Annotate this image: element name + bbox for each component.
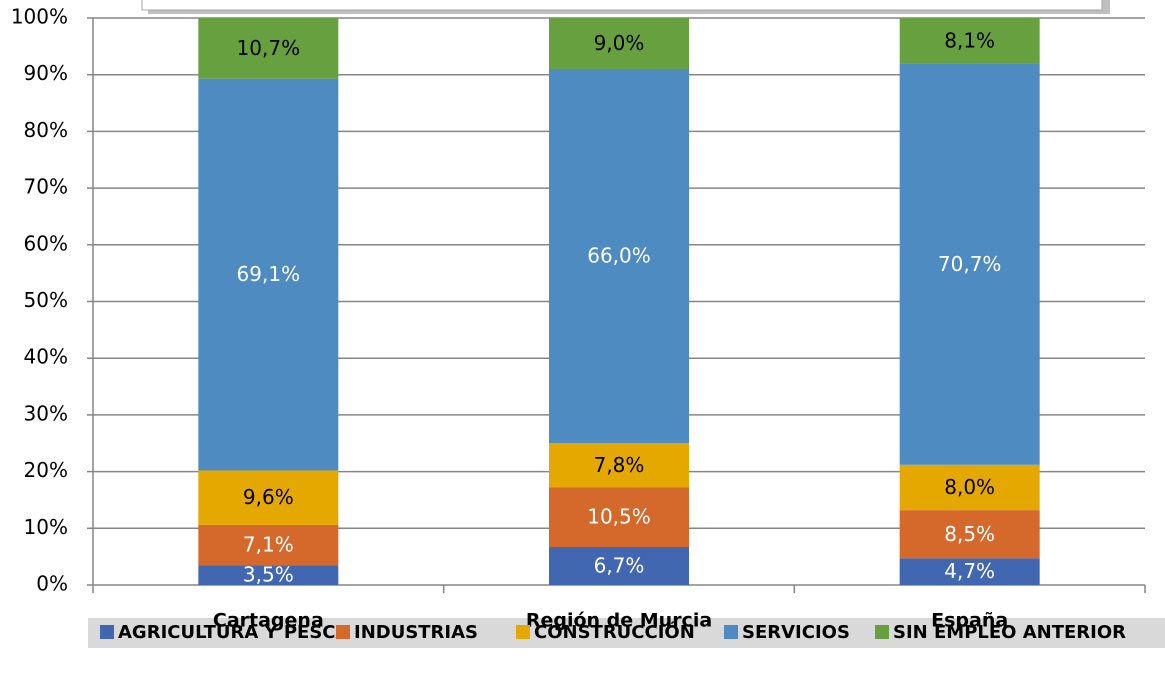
legend-label: INDUSTRIAS [354,622,478,643]
bar-segment [198,524,339,566]
legend-swatch [875,625,889,639]
data-label: 10,7% [237,36,301,60]
bar-segment [549,69,689,444]
x-tick-label: España [931,610,1008,632]
x-tick-label: Región de Murcia [526,610,712,632]
y-tick-label: 10% [24,515,68,539]
x-tick-label: Cartagena [213,610,324,632]
data-label: 9,6% [243,485,294,509]
y-tick-label: 60% [24,231,68,255]
y-tick-label: 0% [36,572,68,596]
bar-segment [198,18,339,79]
bar-segment [549,487,689,548]
bar-segment [549,547,689,585]
data-label: 9,0% [594,31,645,55]
y-tick-label: 50% [24,288,68,312]
y-tick-label: 90% [24,61,68,85]
data-label: 10,5% [587,505,651,529]
data-label: 69,1% [237,262,301,286]
legend-background [88,618,1165,648]
y-tick-label: 100% [11,5,68,29]
bar-segment [549,443,689,488]
legend-label: CONSTRUCCIÓN [534,621,695,643]
bar-segment [899,63,1040,465]
y-tick-label: 30% [24,401,68,425]
y-tick-label: 80% [24,118,68,142]
bar-segment [899,558,1040,585]
data-label: 8,5% [944,522,995,546]
legend-label: AGRICULTURA Y PESCA [118,622,349,643]
data-label: 8,0% [944,475,995,499]
bar-segment [899,510,1040,559]
data-label: 8,1% [944,28,995,52]
bar-segment [198,565,339,585]
y-tick-label: 40% [24,345,68,369]
legend-label: SIN EMPLEO ANTERIOR [893,622,1126,643]
data-label: 66,0% [587,244,651,268]
bar-segment [549,18,689,70]
bar-segment [198,470,339,525]
data-label: 70,7% [938,252,1002,276]
data-label: 3,5% [243,563,294,587]
bar-segment [899,464,1040,511]
data-label: 7,8% [594,453,645,477]
legend-swatch [516,625,530,639]
legend-swatch [724,625,738,639]
y-tick-label: 70% [24,175,68,199]
bar-segment [899,18,1040,64]
y-tick-label: 20% [24,458,68,482]
legend-label: SERVICIOS [742,622,850,643]
data-label: 6,7% [594,554,645,578]
legend-swatch [336,625,350,639]
title-box [141,0,1103,11]
data-label: 4,7% [944,559,995,583]
bar-segment [198,78,339,471]
legend-swatch [100,625,114,639]
data-label: 7,1% [243,533,294,557]
